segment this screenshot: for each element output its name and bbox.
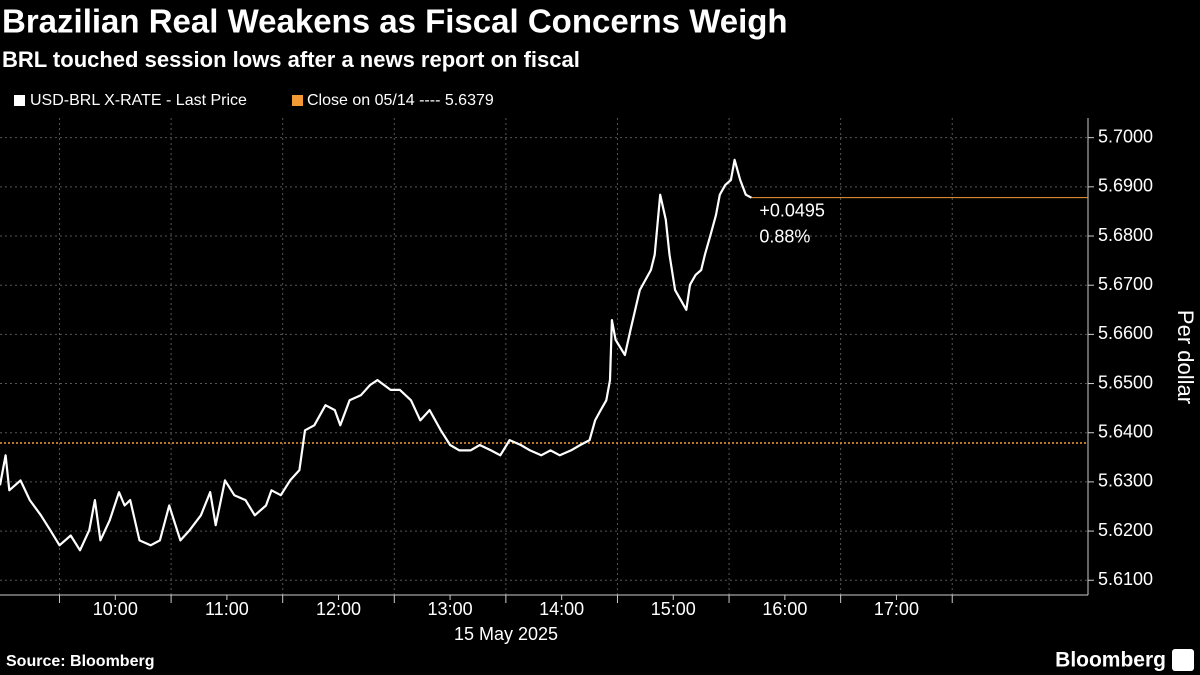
x-tick-label: 14:00 [539, 599, 584, 619]
x-tick-label: 12:00 [316, 599, 361, 619]
y-tick-label: 5.6400 [1098, 421, 1153, 441]
legend-swatch [292, 95, 303, 106]
y-tick-label: 5.6300 [1098, 471, 1153, 491]
y-tick-label: 5.6600 [1098, 323, 1153, 343]
date-label: 15 May 2025 [454, 624, 558, 644]
x-tick-label: 11:00 [205, 599, 249, 619]
source: Source: Bloomberg [6, 653, 154, 670]
line [0, 158, 752, 552]
y-tick-label: 5.6700 [1098, 274, 1153, 294]
legend-entry: Close on 05/14 ---- 5.6379 [307, 92, 494, 109]
y-tick-label: 5.6500 [1098, 372, 1153, 392]
legend-swatch [14, 95, 25, 106]
annotation: +0.0495 [759, 200, 825, 220]
x-tick-label: 16:00 [762, 599, 807, 619]
x-tick-label: 17:00 [874, 599, 919, 619]
annotation: 0.88% [759, 226, 810, 246]
brand: Bloomberg [1055, 649, 1166, 672]
y-axis-label: Per dollar [1173, 310, 1198, 404]
x-tick-label: 13:00 [428, 599, 473, 619]
chart-subtitle: BRL touched session lows after a news re… [2, 47, 580, 72]
x-tick-label: 15:00 [651, 599, 696, 619]
brand-icon [1172, 649, 1194, 671]
y-tick-label: 5.6200 [1098, 520, 1153, 540]
y-tick-label: 5.6900 [1098, 176, 1153, 196]
legend-entry: USD-BRL X-RATE - Last Price [30, 92, 247, 109]
y-tick-label: 5.6800 [1098, 225, 1153, 245]
chart-title: Brazilian Real Weakens as Fiscal Concern… [2, 3, 788, 40]
y-tick-label: 5.6100 [1098, 569, 1153, 589]
x-tick-label: 10:00 [93, 599, 138, 619]
y-tick-label: 5.7000 [1098, 126, 1153, 146]
